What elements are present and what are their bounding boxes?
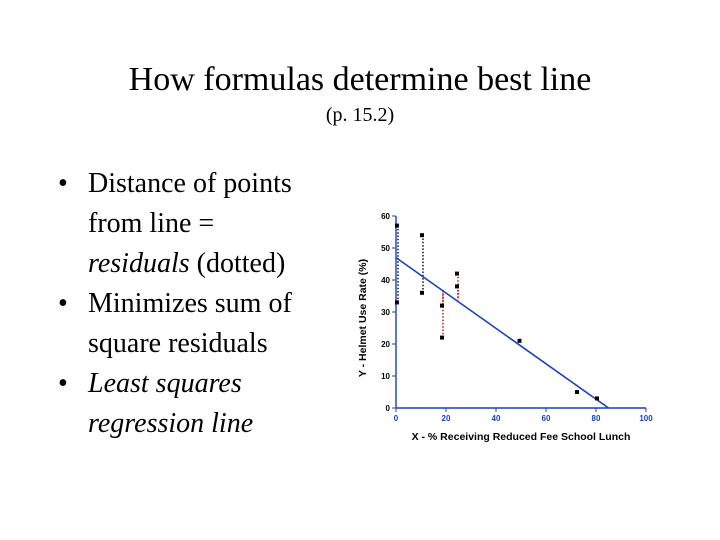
bullet-text: Least squares regression line xyxy=(88,368,254,439)
data-point xyxy=(395,223,399,228)
bullet-text-tail: (dotted) xyxy=(189,248,286,279)
slide-title: How formulas determine best line xyxy=(128,61,592,98)
data-point xyxy=(517,338,522,343)
bullet-marker: • xyxy=(58,168,68,199)
bullet-list: • Distance of points from line = residua… xyxy=(58,164,358,444)
page-reference: (p. 15.2) xyxy=(325,104,395,126)
data-point xyxy=(440,303,444,308)
bullet-item-residuals: • Distance of points from line = residua… xyxy=(58,164,358,284)
x-axis-label: X - % Receiving Reduced Fee School Lunch xyxy=(412,431,631,443)
x-tick-label: 60 xyxy=(542,414,551,423)
x-tick-label: 0 xyxy=(394,414,399,423)
data-point xyxy=(395,300,399,305)
bullet-marker: • xyxy=(58,368,68,399)
bullet-emphasis: residuals xyxy=(88,248,190,279)
slide-subtitle: (p. 15.2) xyxy=(0,104,720,127)
bullet-text-line-2: from line = xyxy=(88,208,215,239)
y-tick-label: 60 xyxy=(381,212,390,221)
bullet-item-minimizes: • Minimizes sum of square residuals xyxy=(58,284,358,364)
y-tick-label: 30 xyxy=(381,308,390,317)
x-tick-label: 100 xyxy=(639,414,653,423)
x-tick-label: 20 xyxy=(442,414,451,423)
data-point xyxy=(575,390,579,394)
bullet-text: Minimizes sum of square residuals xyxy=(88,288,292,359)
y-tick-label: 0 xyxy=(386,404,391,413)
y-tick-label: 20 xyxy=(381,340,390,349)
y-axis-label: Y - Helmet Use Rate (%) xyxy=(357,259,369,377)
y-tick-label: 40 xyxy=(381,276,390,285)
bullet-item-least-squares: • Least squares regression line xyxy=(58,364,358,444)
x-tick-label: 80 xyxy=(592,414,601,423)
x-tick-label: 40 xyxy=(492,414,501,423)
regression-line xyxy=(395,256,609,409)
y-tick-label: 50 xyxy=(381,244,390,253)
data-point xyxy=(455,271,459,276)
bullet-marker: • xyxy=(58,288,68,319)
data-point xyxy=(420,233,424,238)
data-point xyxy=(595,396,599,401)
data-point xyxy=(420,290,424,295)
data-point xyxy=(455,284,459,289)
y-tick-label: 10 xyxy=(381,372,390,381)
bullet-text-line-1: Distance of points xyxy=(88,168,292,199)
scatter-chart: 0 10 20 30 40 50 60 0 20 40 60 80 100 X - % Receiving… xyxy=(357,212,653,443)
data-point xyxy=(440,335,444,340)
